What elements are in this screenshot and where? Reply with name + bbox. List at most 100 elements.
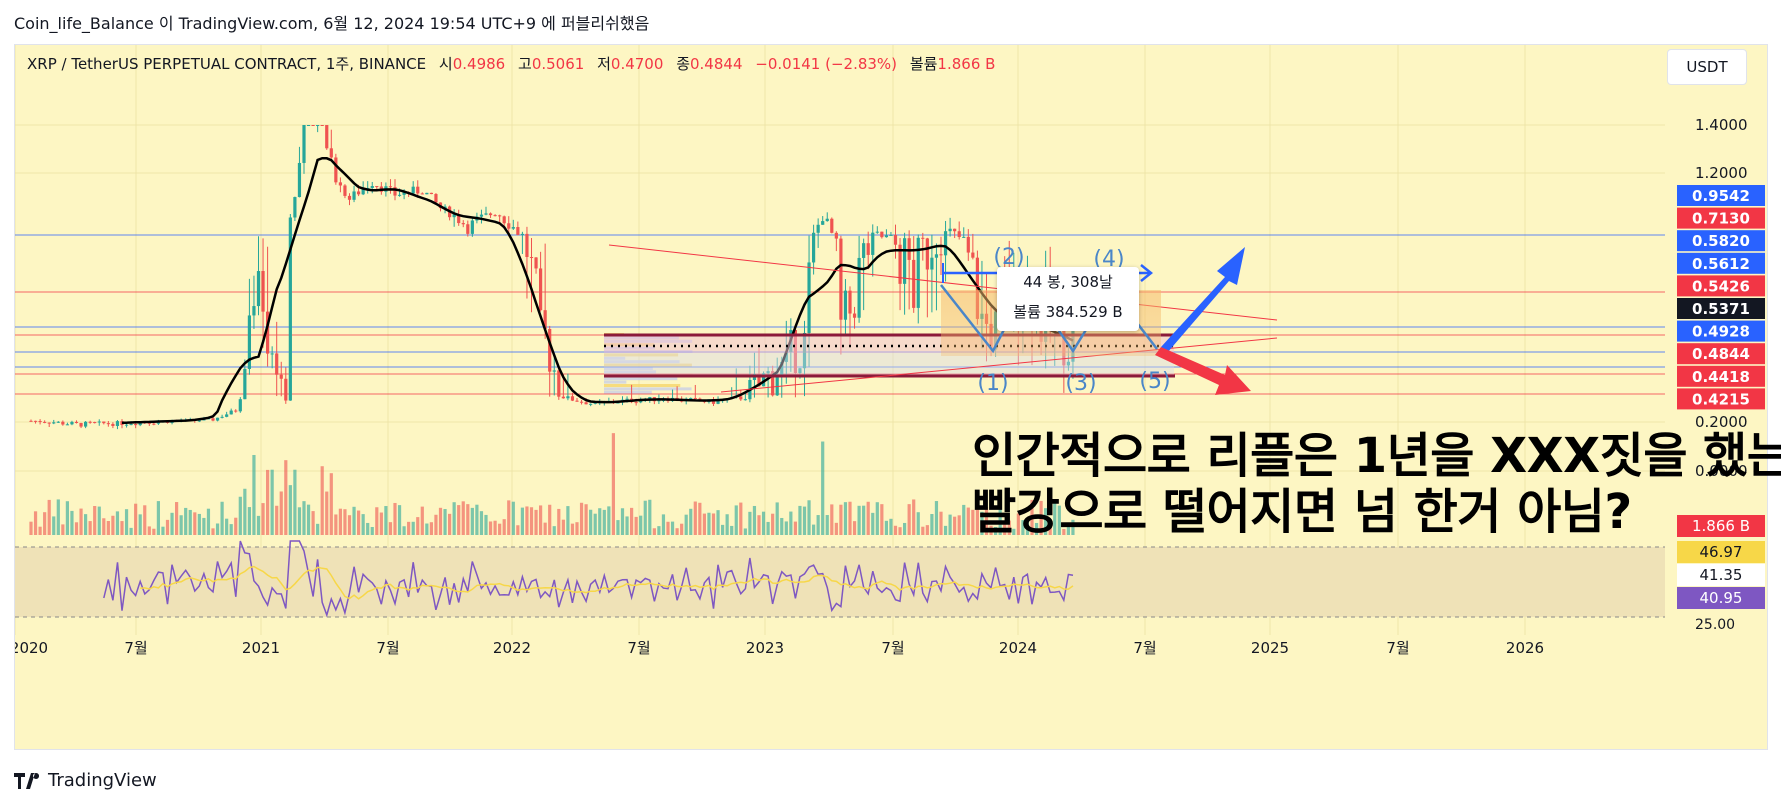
volume-bar — [725, 514, 729, 535]
volume-bar — [1057, 505, 1061, 535]
candle-body — [47, 422, 51, 424]
volume-bar — [347, 515, 352, 535]
candle-body — [857, 257, 861, 318]
annotation-line-2: 빨강으로 떨어지면 넘 한거 아님? — [972, 484, 1632, 540]
candle-body — [821, 221, 825, 225]
volume-bar — [397, 505, 402, 535]
time-axis: 2020 7월 2021 7월 2022 7월 2023 7월 2024 7월 2025 7월 2026 — [15, 639, 1544, 657]
candle-body — [693, 398, 697, 400]
candle-body — [425, 192, 429, 195]
volume-bar — [238, 496, 242, 535]
volume-bar — [693, 501, 697, 535]
rsi-badge-label: 41.35 — [1700, 566, 1743, 584]
volume-badge-label: 1.866 B — [1692, 517, 1750, 535]
chart-frame[interactable]: XRP / TetherUS PERPETUAL CONTRACT, 1주, B… — [14, 44, 1768, 750]
price-badge-label: 0.5820 — [1692, 232, 1750, 250]
candle-body — [256, 271, 261, 307]
candle-body — [616, 402, 620, 404]
candle-body — [234, 410, 238, 412]
volume-bar — [370, 526, 374, 535]
volume-bar — [784, 521, 788, 535]
volume-bar — [643, 500, 647, 535]
candle-body — [106, 423, 110, 425]
volume-value: 1.866 B — [937, 55, 996, 73]
x-tick-label: 7월 — [627, 639, 650, 657]
volume-profile-bar — [604, 353, 679, 357]
volume-bar — [957, 515, 961, 535]
volume-bar — [529, 507, 534, 535]
volume-bar — [639, 515, 643, 535]
currency-button[interactable]: USDT — [1667, 49, 1747, 85]
candle-body — [347, 195, 352, 200]
volume-bar — [361, 514, 365, 535]
candle-body — [334, 157, 338, 183]
price-badge — [1677, 230, 1765, 252]
volume-bar — [657, 526, 661, 535]
volume-bar — [843, 502, 848, 535]
candle-body — [589, 403, 593, 405]
volume-bar — [302, 501, 306, 535]
price-badge-label: 0.4215 — [1692, 390, 1750, 408]
price-chart[interactable]: (2) (4) (1) (3) (5) 1.40001.20000.20000.… — [15, 45, 1768, 750]
volume-bar — [575, 522, 579, 535]
candle-body — [38, 421, 42, 423]
candle-body — [898, 244, 902, 284]
publish-caption: Coin_life_Balance 이 TradingView.com, 6월 … — [14, 14, 650, 33]
volume-bar — [862, 505, 866, 535]
rsi-badge — [1677, 541, 1765, 563]
symbol-legend: XRP / TetherUS PERPETUAL CONTRACT, 1주, B… — [27, 53, 995, 74]
volume-bar — [388, 522, 393, 535]
candle-body — [29, 420, 33, 422]
volume-bar — [138, 514, 142, 535]
volume-bar — [366, 522, 370, 535]
candle-body — [502, 216, 506, 224]
volume-bar — [698, 502, 702, 535]
candle-body — [939, 254, 943, 256]
volume-profile-bar — [604, 390, 652, 394]
candle-body — [816, 224, 820, 233]
candle-body — [912, 259, 916, 308]
x-tick-label: 7월 — [124, 639, 147, 657]
volume-bar — [379, 512, 383, 535]
candle-body — [957, 231, 961, 238]
price-axis: 1.4000 1.2000 0.2000 0.0000 0.9542 0.7130 0.58… — [1677, 116, 1765, 633]
volume-profile-bar — [604, 377, 678, 381]
candle-body — [570, 396, 575, 401]
y-tick-label: 0.2000 — [1695, 413, 1748, 431]
candle-body — [270, 353, 274, 355]
volume-bar — [557, 508, 561, 535]
volume-bar — [79, 508, 83, 535]
candle-body — [561, 396, 565, 399]
y-tick-label: 0.0000 — [1695, 462, 1748, 480]
volume-bar — [539, 505, 543, 535]
candle-body — [461, 223, 465, 225]
volume-bar — [220, 501, 224, 535]
volume-bar — [297, 507, 302, 535]
volume-bar — [306, 504, 311, 535]
volume-bar — [1012, 528, 1016, 535]
volume-bar — [488, 521, 493, 535]
candle-body — [93, 422, 97, 424]
candle-body — [507, 223, 511, 229]
volume-bar — [329, 473, 333, 535]
candle-body — [370, 186, 374, 188]
rsi-badge — [1677, 587, 1765, 609]
footer-brand[interactable]: TradingView — [14, 770, 157, 791]
candle-body — [775, 374, 779, 396]
volume-bar — [93, 506, 97, 535]
volume-bar — [807, 500, 811, 535]
rsi-badge-label: 40.95 — [1700, 589, 1743, 607]
volume-bar — [33, 511, 38, 535]
volume-bar — [175, 502, 179, 535]
candle-body — [197, 420, 201, 422]
candle-body — [211, 418, 215, 421]
candle-body — [329, 148, 333, 158]
candle-body — [452, 214, 456, 218]
volume-bar — [270, 469, 274, 535]
candle-body — [798, 368, 802, 374]
candle-body — [639, 400, 643, 403]
volume-bar — [375, 507, 379, 535]
volume-bar — [47, 499, 51, 535]
volume-profile-bar — [604, 380, 627, 384]
candle-body — [943, 231, 948, 256]
